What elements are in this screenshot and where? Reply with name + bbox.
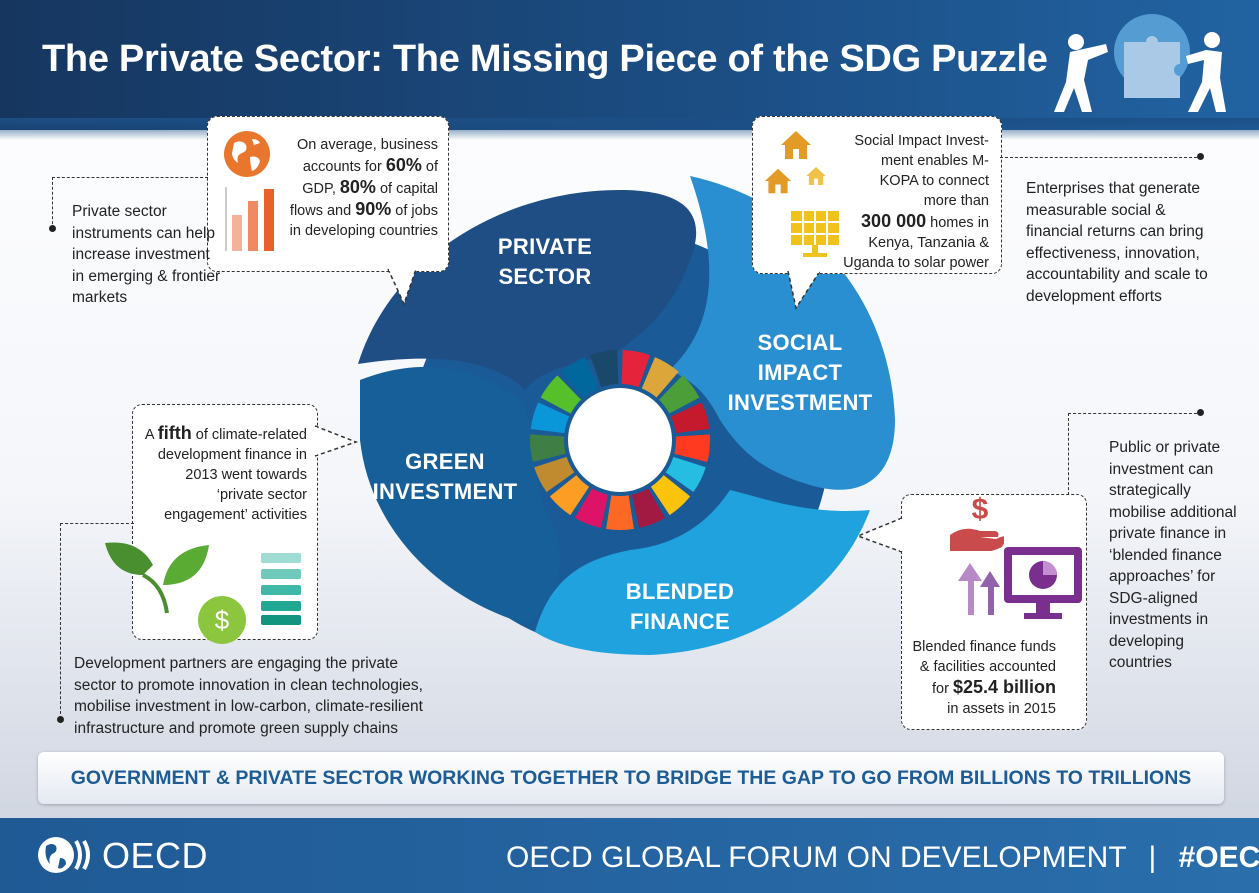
label-social-impact: SOCIAL IMPACT INVESTMENT	[727, 330, 873, 415]
dollar-coin-icon: $	[198, 596, 246, 644]
footer	[0, 818, 1259, 893]
leaf-icon	[105, 542, 209, 614]
sdg-wheel-segment	[534, 456, 575, 493]
callout-social: Social Impact Invest-ment enables M-KOPA…	[752, 116, 1002, 274]
page-title: The Private Sector: The Missing Piece of…	[42, 38, 1048, 80]
callout-business: On average, business accounts for 60% of…	[207, 116, 449, 272]
connector-line	[1000, 157, 1202, 158]
side-text-left-top: Private sector instruments can help incr…	[72, 203, 221, 306]
connector-line	[52, 177, 208, 178]
banner: GOVERNMENT & PRIVATE SECTOR WORKING TOGE…	[38, 752, 1224, 804]
connector-line	[60, 523, 61, 719]
connector-dot	[49, 225, 56, 232]
sdg-wheel-segment	[549, 475, 590, 516]
connector-dot	[57, 716, 64, 723]
footer-forum-text: OECD GLOBAL FORUM ON DEVELOPMENT | #OECD…	[506, 836, 1259, 880]
stack-icon	[261, 553, 301, 625]
label-green-investment: GREEN INVESTMENT	[372, 449, 518, 504]
connector-dot	[1197, 409, 1204, 416]
callout-social-text: Social Impact Invest-ment enables M-KOPA…	[843, 133, 989, 271]
svg-text:$: $	[972, 493, 989, 526]
arrows-up-icon	[958, 563, 1000, 615]
sdg-wheel-segment	[530, 434, 566, 463]
connector-line	[52, 177, 53, 229]
sdg-wheel-segment	[561, 357, 599, 398]
callout-blended: $ Blended finance funds & facilities acc…	[901, 493, 1087, 730]
connector-line	[1068, 413, 1202, 414]
hashtag-link[interactable]: #OECDgfd	[1178, 841, 1259, 874]
callout-blended-text: Blended finance funds & facilities accou…	[912, 639, 1057, 717]
sdg-wheel-segment	[606, 495, 634, 530]
header	[0, 0, 1259, 130]
callout-pointer	[856, 517, 904, 553]
oecd-logo-text: OECD	[102, 835, 209, 876]
svg-text:$: $	[215, 605, 230, 635]
petal-private-sector	[358, 190, 697, 390]
callout-green: A fifth of climate-related development f…	[105, 404, 318, 644]
callout-green-text: A fifth of climate-related development f…	[144, 423, 307, 523]
label-private-sector: PRIVATE SECTOR	[497, 234, 593, 289]
house-icon	[764, 168, 792, 194]
sdg-puzzle-diagram	[358, 176, 895, 655]
oecd-globe-icon	[38, 837, 90, 873]
sdg-wheel	[530, 350, 710, 530]
sdg-wheel-segment	[658, 375, 700, 414]
petal-social-impact	[670, 176, 895, 490]
bar-chart-icon	[225, 187, 274, 251]
petal-green-investment	[360, 366, 561, 625]
sdg-wheel-segment	[631, 488, 666, 528]
sdg-wheel-segment	[590, 350, 619, 388]
callout-pointer	[314, 425, 359, 457]
globe-icon	[224, 131, 270, 177]
monitor-pie-icon	[1004, 547, 1082, 619]
side-text-right-bottom: Public or private investment can strateg…	[1109, 439, 1237, 671]
connector-line	[60, 523, 134, 524]
sdg-wheel-segment	[641, 357, 679, 398]
sdg-wheel-segment	[670, 402, 710, 434]
label-blended-finance: BLENDED FINANCE	[625, 579, 735, 634]
sdg-wheel-segment	[530, 402, 570, 434]
solar-panel-icon	[791, 211, 839, 257]
sdg-wheel-segment	[650, 475, 691, 516]
connector-line	[1068, 413, 1069, 495]
side-text-left-bottom: Development partners are engaging the pr…	[74, 655, 423, 737]
sdg-wheel-segment	[574, 488, 609, 528]
sdg-wheel-segment	[665, 456, 706, 493]
petal-blended-finance	[535, 490, 870, 655]
house-icon	[781, 131, 811, 159]
side-text-right-top: Enterprises that generate measurable soc…	[1026, 180, 1208, 305]
hand-dollar-icon: $	[950, 493, 1004, 551]
sdg-wheel-segment	[674, 434, 710, 463]
callout-pointer	[787, 270, 821, 310]
callout-business-text: On average, business accounts for 60% of…	[289, 137, 438, 239]
sdg-wheel-center	[568, 388, 672, 492]
sdg-wheel-segment	[540, 375, 582, 414]
house-icon	[806, 166, 826, 186]
sdg-wheel-segment	[621, 350, 650, 388]
connector-dot	[1197, 153, 1204, 160]
callout-pointer	[387, 268, 417, 307]
puzzle-people-icon	[1054, 14, 1226, 112]
